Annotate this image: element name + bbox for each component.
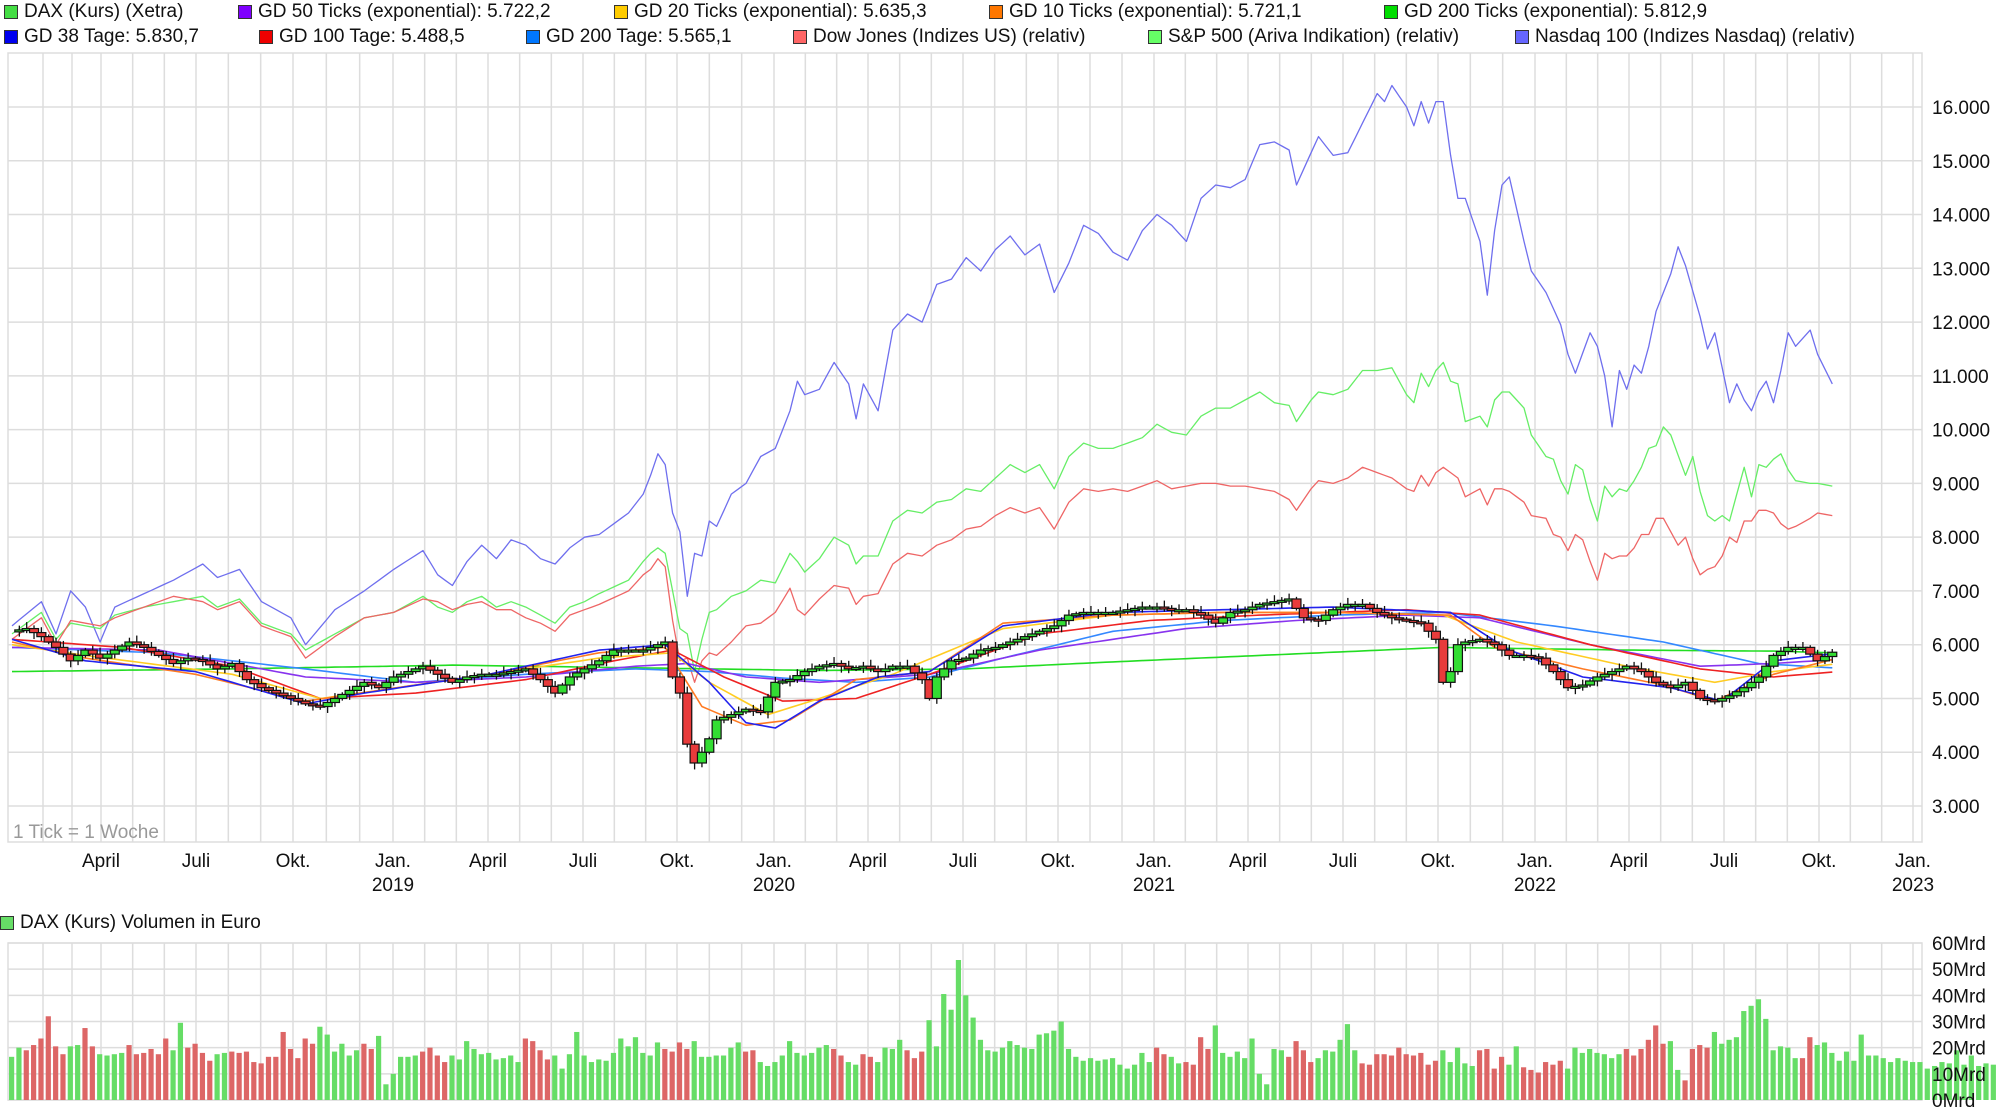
volume-y-tick-label: 40Mrd (1932, 986, 1986, 1007)
legend-item: GD 20 Ticks (exponential): 5.635,3 (614, 1, 927, 23)
legend-item: Dow Jones (Indizes US) (relativ) (793, 26, 1085, 48)
x-tick-year: 2021 (1133, 875, 1175, 896)
legend-item: GD 200 Tage: 5.565,1 (526, 26, 732, 48)
volume-legend: DAX (Kurs) Volumen in Euro (0, 912, 261, 934)
x-tick-year: 2022 (1514, 875, 1556, 896)
y-tick-label: 5.000 (1932, 689, 1980, 710)
legend-item: S&P 500 (Ariva Indikation) (relativ) (1148, 26, 1459, 48)
x-tick-label: April (849, 851, 887, 872)
legend-label: GD 100 Tage: 5.488,5 (279, 26, 465, 47)
y-tick-label: 9.000 (1932, 474, 1980, 495)
y-tick-label: 16.000 (1932, 98, 1990, 119)
legend-item: DAX (Kurs) (Xetra) (4, 1, 183, 23)
series-line (11, 611, 1833, 716)
price-y-axis: 16.000 15.000 14.000 13.000 12.000 11.000 10.0… (1932, 98, 1990, 818)
legend-swatch (259, 30, 273, 44)
x-tick-label: Jan. (1136, 851, 1172, 872)
tick-interval-note: 1 Tick = 1 Woche (13, 822, 159, 843)
y-tick-label: 11.000 (1932, 367, 1989, 388)
legend-label: DAX (Kurs) (Xetra) (24, 1, 184, 22)
x-tick-label: Juli (182, 851, 211, 872)
x-tick-label: Jan. (1517, 851, 1553, 872)
x-tick-label: April (1229, 851, 1267, 872)
y-tick-label: 4.000 (1932, 743, 1980, 764)
series-line (11, 466, 1833, 683)
legend-item: GD 200 Ticks (exponential): 5.812,9 (1384, 1, 1707, 23)
legend-label: Dow Jones (Indizes US) (relativ) (813, 26, 1086, 47)
x-tick-label: Juli (1710, 851, 1739, 872)
volume-legend-swatch (0, 916, 14, 930)
x-tick-label: Okt. (1041, 851, 1076, 872)
x-tick-label: Jan. (375, 851, 411, 872)
x-tick-label: Juli (949, 851, 978, 872)
volume-y-tick-label: 60Mrd (1932, 934, 1986, 955)
volume-y-tick-label: 50Mrd (1932, 960, 1986, 981)
legend-swatch (4, 5, 18, 19)
x-tick-label: April (469, 851, 507, 872)
y-tick-label: 7.000 (1932, 582, 1980, 603)
series-line (11, 84, 1833, 646)
y-tick-label: 14.000 (1932, 206, 1990, 227)
y-tick-label: 3.000 (1932, 797, 1980, 818)
volume-chart-grid (7, 942, 1923, 1101)
y-tick-label: 13.000 (1932, 259, 1990, 280)
x-tick-label: April (82, 851, 120, 872)
volume-y-tick-label: 10Mrd (1932, 1065, 1986, 1086)
x-tick-label: April (1610, 851, 1648, 872)
x-tick-label: Okt. (660, 851, 695, 872)
legend-label: Nasdaq 100 (Indizes Nasdaq) (relativ) (1535, 26, 1855, 47)
legend-label: GD 10 Ticks (exponential): 5.721,1 (1009, 1, 1302, 22)
x-tick-label: Jan. (1895, 851, 1931, 872)
legend-swatch (614, 5, 628, 19)
volume-y-tick-label: 0Mrd (1932, 1091, 1975, 1112)
x-tick-year: 2020 (753, 875, 795, 896)
x-tick-label: Jan. (756, 851, 792, 872)
legend-swatch (238, 5, 252, 19)
series-line (11, 361, 1833, 673)
y-tick-label: 12.000 (1932, 313, 1990, 334)
legend-label: GD 200 Ticks (exponential): 5.812,9 (1404, 1, 1708, 22)
volume-bars (9, 960, 1996, 1100)
x-tick-year: 2019 (372, 875, 414, 896)
y-tick-label: 8.000 (1932, 528, 1980, 549)
legend-item: Nasdaq 100 (Indizes Nasdaq) (relativ) (1515, 26, 1855, 48)
legend-swatch (989, 5, 1003, 19)
x-tick-year: 2023 (1892, 875, 1934, 896)
x-tick-label: Okt. (1802, 851, 1837, 872)
x-tick-label: Okt. (276, 851, 311, 872)
x-tick-label: Juli (569, 851, 598, 872)
legend-label: S&P 500 (Ariva Indikation) (relativ) (1168, 26, 1460, 47)
legend-swatch (4, 30, 18, 44)
y-tick-label: 6.000 (1932, 636, 1980, 657)
legend-swatch (1515, 30, 1529, 44)
legend-label: GD 50 Ticks (exponential): 5.722,2 (258, 1, 551, 22)
x-tick-label: Okt. (1421, 851, 1456, 872)
legend-item: GD 10 Ticks (exponential): 5.721,1 (989, 1, 1302, 23)
price-chart: 1 Tick = 1 Woche 16.000 15.000 14.000 13.00… (7, 52, 1990, 896)
dax-candlesticks (14, 593, 1838, 770)
legend-swatch (1384, 5, 1398, 19)
volume-y-axis: 60Mrd 50Mrd 40Mrd 30Mrd 20Mrd 10Mrd 0Mrd (1932, 934, 1986, 1112)
date-x-axis: April Juli Okt. Jan. 2019 April Juli Okt. Jan. 20… (82, 851, 1934, 896)
legend-swatch (526, 30, 540, 44)
legend-swatch (793, 30, 807, 44)
legend-label: GD 38 Tage: 5.830,7 (24, 26, 199, 47)
legend-label: GD 20 Ticks (exponential): 5.635,3 (634, 1, 927, 22)
x-tick-label: Juli (1329, 851, 1358, 872)
legend-item: GD 50 Ticks (exponential): 5.722,2 (238, 1, 551, 23)
y-tick-label: 15.000 (1932, 152, 1990, 173)
legend-item: GD 100 Tage: 5.488,5 (259, 26, 465, 48)
volume-y-tick-label: 30Mrd (1932, 1013, 1986, 1034)
y-tick-label: 10.000 (1932, 421, 1990, 442)
legend-swatch (1148, 30, 1162, 44)
legend-label: GD 200 Tage: 5.565,1 (546, 26, 732, 47)
price-chart-grid (7, 52, 1923, 843)
volume-legend-label: DAX (Kurs) Volumen in Euro (20, 912, 261, 933)
legend-item: GD 38 Tage: 5.830,7 (4, 26, 199, 48)
volume-y-tick-label: 20Mrd (1932, 1039, 1986, 1060)
